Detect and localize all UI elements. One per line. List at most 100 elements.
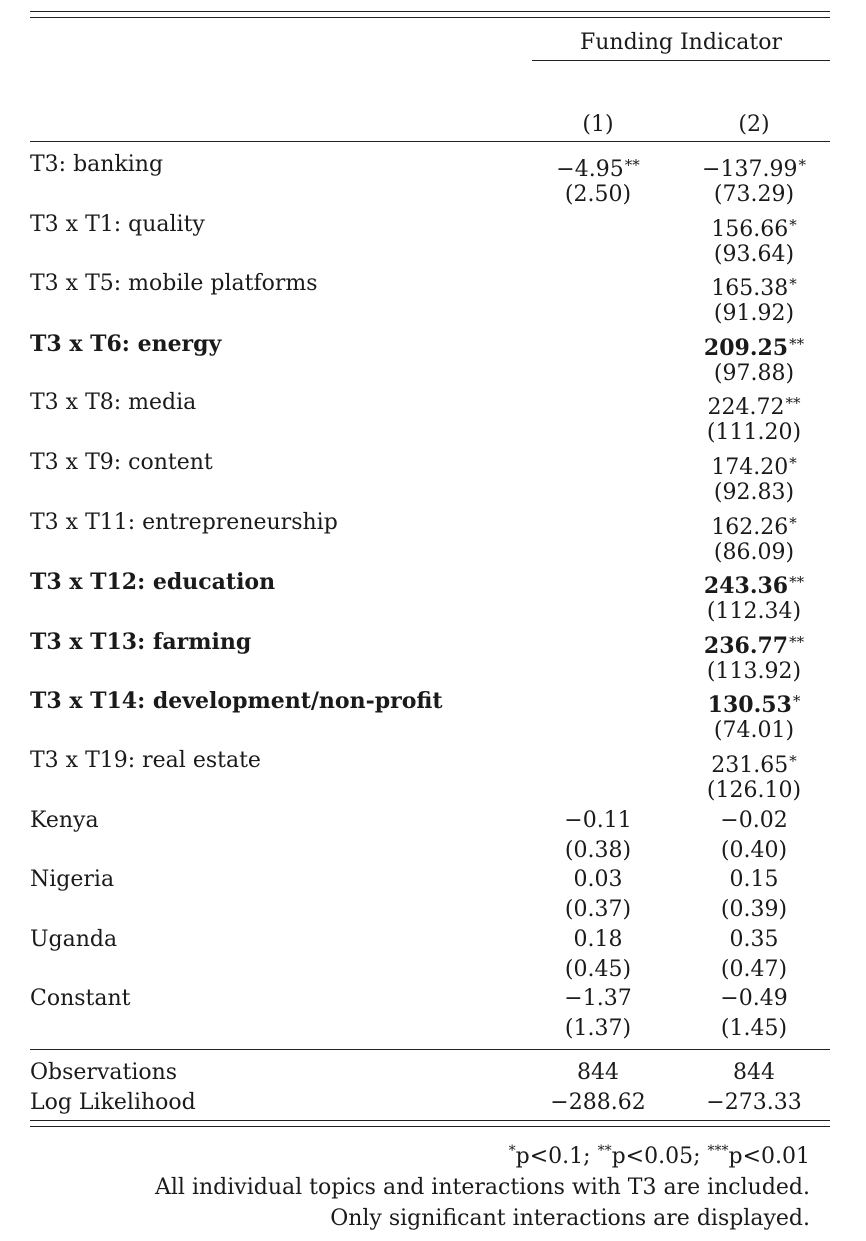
row-label: T3 x T9: content (30, 450, 213, 475)
significance-stars-2: ** (597, 1143, 612, 1159)
table-top-rule-inner (30, 17, 830, 18)
row-label: T3 x T8: media (30, 390, 197, 416)
standard-error-cell: (86.09) (713, 539, 795, 565)
coefficient-cell: 0.15 (678, 865, 830, 895)
stat-label: Observations (30, 1060, 178, 1085)
standard-error-cell: (0.37) (564, 897, 632, 923)
standard-error-cell: (93.64) (713, 241, 795, 267)
significance-stars: ** (789, 334, 805, 353)
coefficient-value: 0.35 (729, 926, 779, 952)
stat-value-2: −273.33 (706, 1090, 802, 1115)
coefficient-cell: −0.02 (678, 806, 830, 836)
coefficient-value: −0.49 (720, 986, 788, 1012)
coefficient-cell: −1.37 (532, 984, 664, 1014)
coefficient-cell: −4.95** (532, 150, 664, 185)
coefficient-value: 0.03 (573, 867, 623, 893)
coefficient-cell: 165.38* (678, 269, 830, 304)
significance-note: *p<0.1; **p<0.05; ***p<0.01 (155, 1136, 810, 1172)
coefficient-cell: 224.72** (678, 388, 830, 423)
coefficient-cell: 209.25** (678, 329, 830, 363)
coefficient-value: −0.02 (720, 807, 788, 833)
coefficient-value: −0.11 (564, 807, 632, 833)
significance-text-3: p<0.01 (728, 1144, 810, 1169)
row-label: T3 x T11: entrepreneurship (30, 509, 338, 535)
significance-stars: ** (789, 632, 805, 651)
standard-error-cell: (74.01) (713, 718, 795, 744)
table-bottom-rule (30, 1126, 830, 1127)
row-label: T3 x T13: farming (30, 628, 252, 655)
significance-stars: * (789, 275, 797, 294)
standard-error-cell: (73.29) (713, 182, 795, 207)
coefficient-value: −1.37 (564, 986, 632, 1012)
significance-stars: ** (785, 394, 801, 413)
coefficient-cell: 0.35 (678, 925, 830, 955)
coefficient-cell: 243.36** (678, 567, 830, 601)
standard-error-cell: (0.38) (564, 837, 632, 863)
coefficient-value: 174.20 (711, 455, 789, 480)
note-line-3: Only significant interactions are displa… (330, 1206, 810, 1231)
row-label: Kenya (30, 807, 99, 833)
coefficient-value: 0.18 (573, 926, 623, 952)
coefficient-value: 0.15 (729, 867, 779, 893)
coefficient-cell: 0.03 (532, 865, 664, 895)
significance-stars: * (789, 513, 797, 532)
standard-error-cell: (0.47) (720, 956, 788, 982)
table-top-rule (30, 11, 830, 12)
standard-error-cell: (97.88) (713, 360, 795, 386)
significance-stars-3: *** (707, 1143, 729, 1159)
standard-error-cell: (91.92) (713, 301, 795, 327)
coefficient-cell: 130.53* (678, 686, 830, 720)
row-label: T3 x T1: quality (30, 211, 205, 237)
column-header-2: (2) (738, 112, 770, 137)
row-label: T3: banking (30, 152, 164, 177)
significance-stars: * (789, 215, 797, 234)
significance-text-2: p<0.05; (611, 1144, 708, 1169)
row-label: Constant (30, 986, 131, 1012)
significance-stars: ** (624, 156, 640, 174)
row-label: T3 x T5: mobile platforms (30, 271, 318, 297)
coefficient-value: 130.53 (707, 692, 792, 719)
coefficient-value: 236.77 (703, 632, 789, 659)
stats-top-rule (30, 1049, 830, 1050)
significance-stars-1: * (508, 1143, 516, 1159)
column-group-rule (532, 60, 830, 61)
coefficient-value: 243.36 (703, 573, 789, 600)
significance-text-1: p<0.1; (515, 1144, 598, 1169)
coefficient-cell: 174.20* (678, 448, 830, 483)
header-bottom-rule (30, 141, 830, 142)
standard-error-cell: (126.10) (706, 778, 802, 803)
note-line-2: All individual topics and interactions w… (155, 1175, 810, 1200)
row-label: T3 x T6: energy (30, 330, 222, 357)
coefficient-value: 231.65 (711, 753, 789, 778)
standard-error-cell: (0.40) (720, 837, 788, 863)
coefficient-cell: −0.49 (678, 984, 830, 1014)
coefficient-cell: 231.65* (678, 746, 830, 781)
coefficient-cell: 156.66* (678, 210, 830, 245)
coefficient-cell: 162.26* (678, 508, 830, 543)
row-label: T3 x T14: development/non-profit (30, 688, 443, 715)
coefficient-cell: −137.99* (678, 150, 830, 185)
standard-error-cell: (2.50) (564, 182, 632, 207)
significance-stars: * (789, 454, 797, 472)
standard-error-cell: (0.39) (720, 897, 788, 923)
coefficient-value: −4.95 (556, 157, 624, 182)
standard-error-cell: (113.92) (706, 658, 802, 684)
row-label: Uganda (30, 926, 118, 952)
row-label: T3 x T12: education (30, 569, 276, 596)
coefficient-cell: 236.77** (678, 627, 830, 661)
coefficient-value: 224.72 (707, 395, 785, 421)
stat-value-1: 844 (577, 1060, 619, 1085)
column-header-1: (1) (582, 112, 614, 137)
stat-label: Log Likelihood (30, 1090, 196, 1115)
coefficient-value: −137.99 (702, 157, 798, 182)
coefficient-value: 156.66 (711, 216, 789, 242)
significance-stars: ** (789, 573, 805, 592)
stat-value-2: 844 (733, 1060, 775, 1085)
coefficient-cell: −0.11 (532, 806, 664, 836)
standard-error-cell: (1.37) (564, 1016, 632, 1042)
standard-error-cell: (112.34) (706, 599, 802, 625)
significance-stars: * (792, 692, 801, 711)
coefficient-cell: 0.18 (532, 925, 664, 955)
standard-error-cell: (111.20) (706, 420, 802, 446)
coefficient-value: 209.25 (703, 334, 789, 361)
